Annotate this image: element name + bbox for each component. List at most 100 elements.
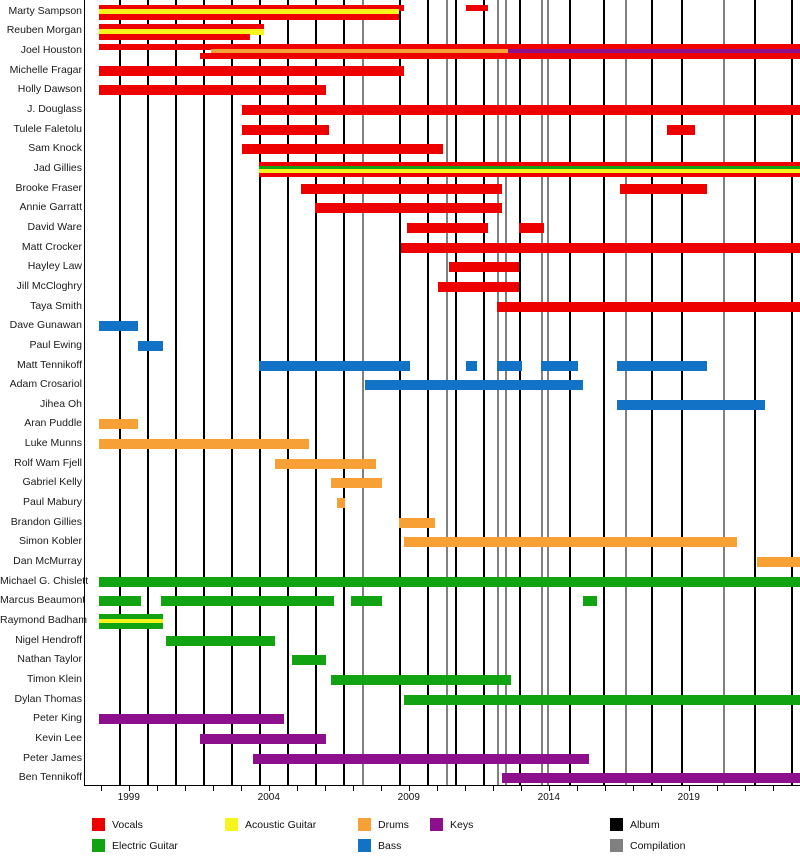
bar-vocals — [199, 53, 800, 60]
row-label: Reuben Morgan — [6, 24, 82, 37]
bar-vocals — [99, 85, 326, 96]
bar-vocals — [300, 183, 503, 194]
album-gridline — [258, 0, 261, 785]
row-label: Joel Houston — [20, 44, 82, 57]
bar-vocals — [407, 222, 489, 233]
x-tick-mark — [772, 786, 774, 791]
bar-vocals — [519, 222, 545, 233]
bar-electric_guitar — [258, 165, 800, 171]
legend-swatch-album-icon — [610, 818, 623, 831]
bar-electric_guitar — [99, 623, 164, 630]
legend-item-keys[interactable]: Keys — [430, 818, 473, 831]
x-tick-mark — [212, 786, 214, 791]
x-tick-label: 2019 — [677, 792, 700, 803]
row-label: Tulele Faletolu — [13, 122, 82, 135]
x-tick-mark — [240, 786, 242, 791]
compilation-gridline — [723, 0, 726, 785]
x-tick-mark — [156, 786, 158, 791]
bar-drums — [404, 537, 738, 548]
x-tick-mark — [492, 786, 494, 791]
row-label: Raymond Badham — [0, 613, 87, 626]
x-tick-mark — [408, 786, 410, 791]
row-label: Ben Tennikoff — [18, 771, 82, 784]
bar-vocals — [449, 262, 519, 273]
x-tick-mark — [436, 786, 438, 791]
compilation-gridline — [446, 0, 449, 785]
plot-area — [84, 0, 800, 786]
compilation-gridline — [496, 0, 499, 785]
legend-swatch-drums-icon — [358, 818, 371, 831]
album-gridline — [426, 0, 429, 785]
legend-label: Compilation — [630, 839, 686, 852]
bar-drums — [757, 557, 800, 568]
album-gridline — [519, 0, 521, 785]
bar-electric_guitar — [404, 694, 800, 705]
legend-label: Bass — [378, 839, 402, 852]
bar-acoustic_guitar — [258, 169, 800, 174]
bar-keys — [99, 714, 284, 725]
row-label: Timon Klein — [26, 672, 82, 685]
legend-item-album[interactable]: Album — [610, 818, 660, 831]
x-tick-mark — [688, 786, 690, 791]
row-label: Paul Ewing — [29, 338, 82, 351]
legend-item-electric_guitar[interactable]: Electric Guitar — [92, 839, 178, 852]
legend-item-compilation[interactable]: Compilation — [610, 839, 685, 852]
album-gridline — [790, 0, 793, 785]
compilation-gridline — [362, 0, 365, 785]
bar-bass — [99, 321, 139, 332]
legend-label: Keys — [450, 818, 474, 831]
legend-label: Vocals — [112, 818, 143, 831]
album-gridline — [482, 0, 485, 785]
album-gridline — [118, 0, 121, 785]
row-label: Dave Gunawan — [9, 319, 82, 332]
x-tick-mark — [716, 786, 718, 791]
row-label-axis: Marty Sampson Reuben Morgan Joel Houston Mi… — [0, 0, 88, 786]
row-label: Matt Crocker — [21, 240, 82, 253]
bar-electric_guitar — [166, 635, 276, 646]
legend-swatch-vocals-icon — [92, 818, 105, 831]
bar-acoustic_guitar — [99, 618, 164, 625]
row-label: David Ware — [27, 220, 82, 233]
bar-vocals — [241, 144, 444, 155]
legend-item-bass[interactable]: Bass — [358, 839, 401, 852]
row-label: Adam Crosariol — [9, 378, 82, 391]
album-gridline — [681, 0, 684, 785]
bar-drums — [331, 478, 382, 489]
album-gridline — [146, 0, 149, 785]
row-label: Michelle Fragar — [9, 63, 82, 76]
row-label: Jill McCloghry — [16, 279, 82, 292]
x-tick-mark — [660, 786, 662, 791]
bar-bass — [258, 360, 410, 371]
row-label: Taya Smith — [30, 299, 82, 312]
bar-vocals — [465, 4, 489, 11]
bar-drums — [275, 458, 377, 469]
row-label: Simon Kobler — [18, 535, 82, 548]
x-tick-mark — [464, 786, 466, 791]
album-gridline — [174, 0, 177, 785]
row-label: Jad Gillies — [33, 162, 82, 175]
bar-bass — [541, 360, 578, 371]
bar-electric_guitar — [583, 596, 598, 607]
bar-bass — [496, 360, 522, 371]
bar-vocals — [99, 4, 405, 11]
legend-item-drums[interactable]: Drums — [358, 818, 409, 831]
row-label: Jihea Oh — [39, 397, 82, 410]
row-label: Marty Sampson — [8, 4, 82, 17]
row-label: Dan McMurray — [13, 555, 82, 568]
row-label: Sam Knock — [28, 142, 82, 155]
x-tick-mark — [380, 786, 382, 791]
bar-bass — [617, 399, 766, 410]
x-tick-mark — [520, 786, 522, 791]
legend-item-acoustic_guitar[interactable]: Acoustic Guitar — [225, 818, 316, 831]
album-gridline — [230, 0, 233, 785]
row-label: Peter James — [23, 751, 82, 764]
bar-vocals — [99, 14, 399, 21]
album-gridline — [398, 0, 401, 785]
row-label: Brandon Gillies — [10, 515, 82, 528]
legend-item-vocals[interactable]: Vocals — [92, 818, 143, 831]
album-gridline — [314, 0, 317, 785]
row-label: Rolf Wam Fjell — [14, 456, 82, 469]
compilation-gridline — [505, 0, 507, 785]
row-label: Kevin Lee — [35, 731, 82, 744]
bar-vocals — [314, 203, 503, 214]
